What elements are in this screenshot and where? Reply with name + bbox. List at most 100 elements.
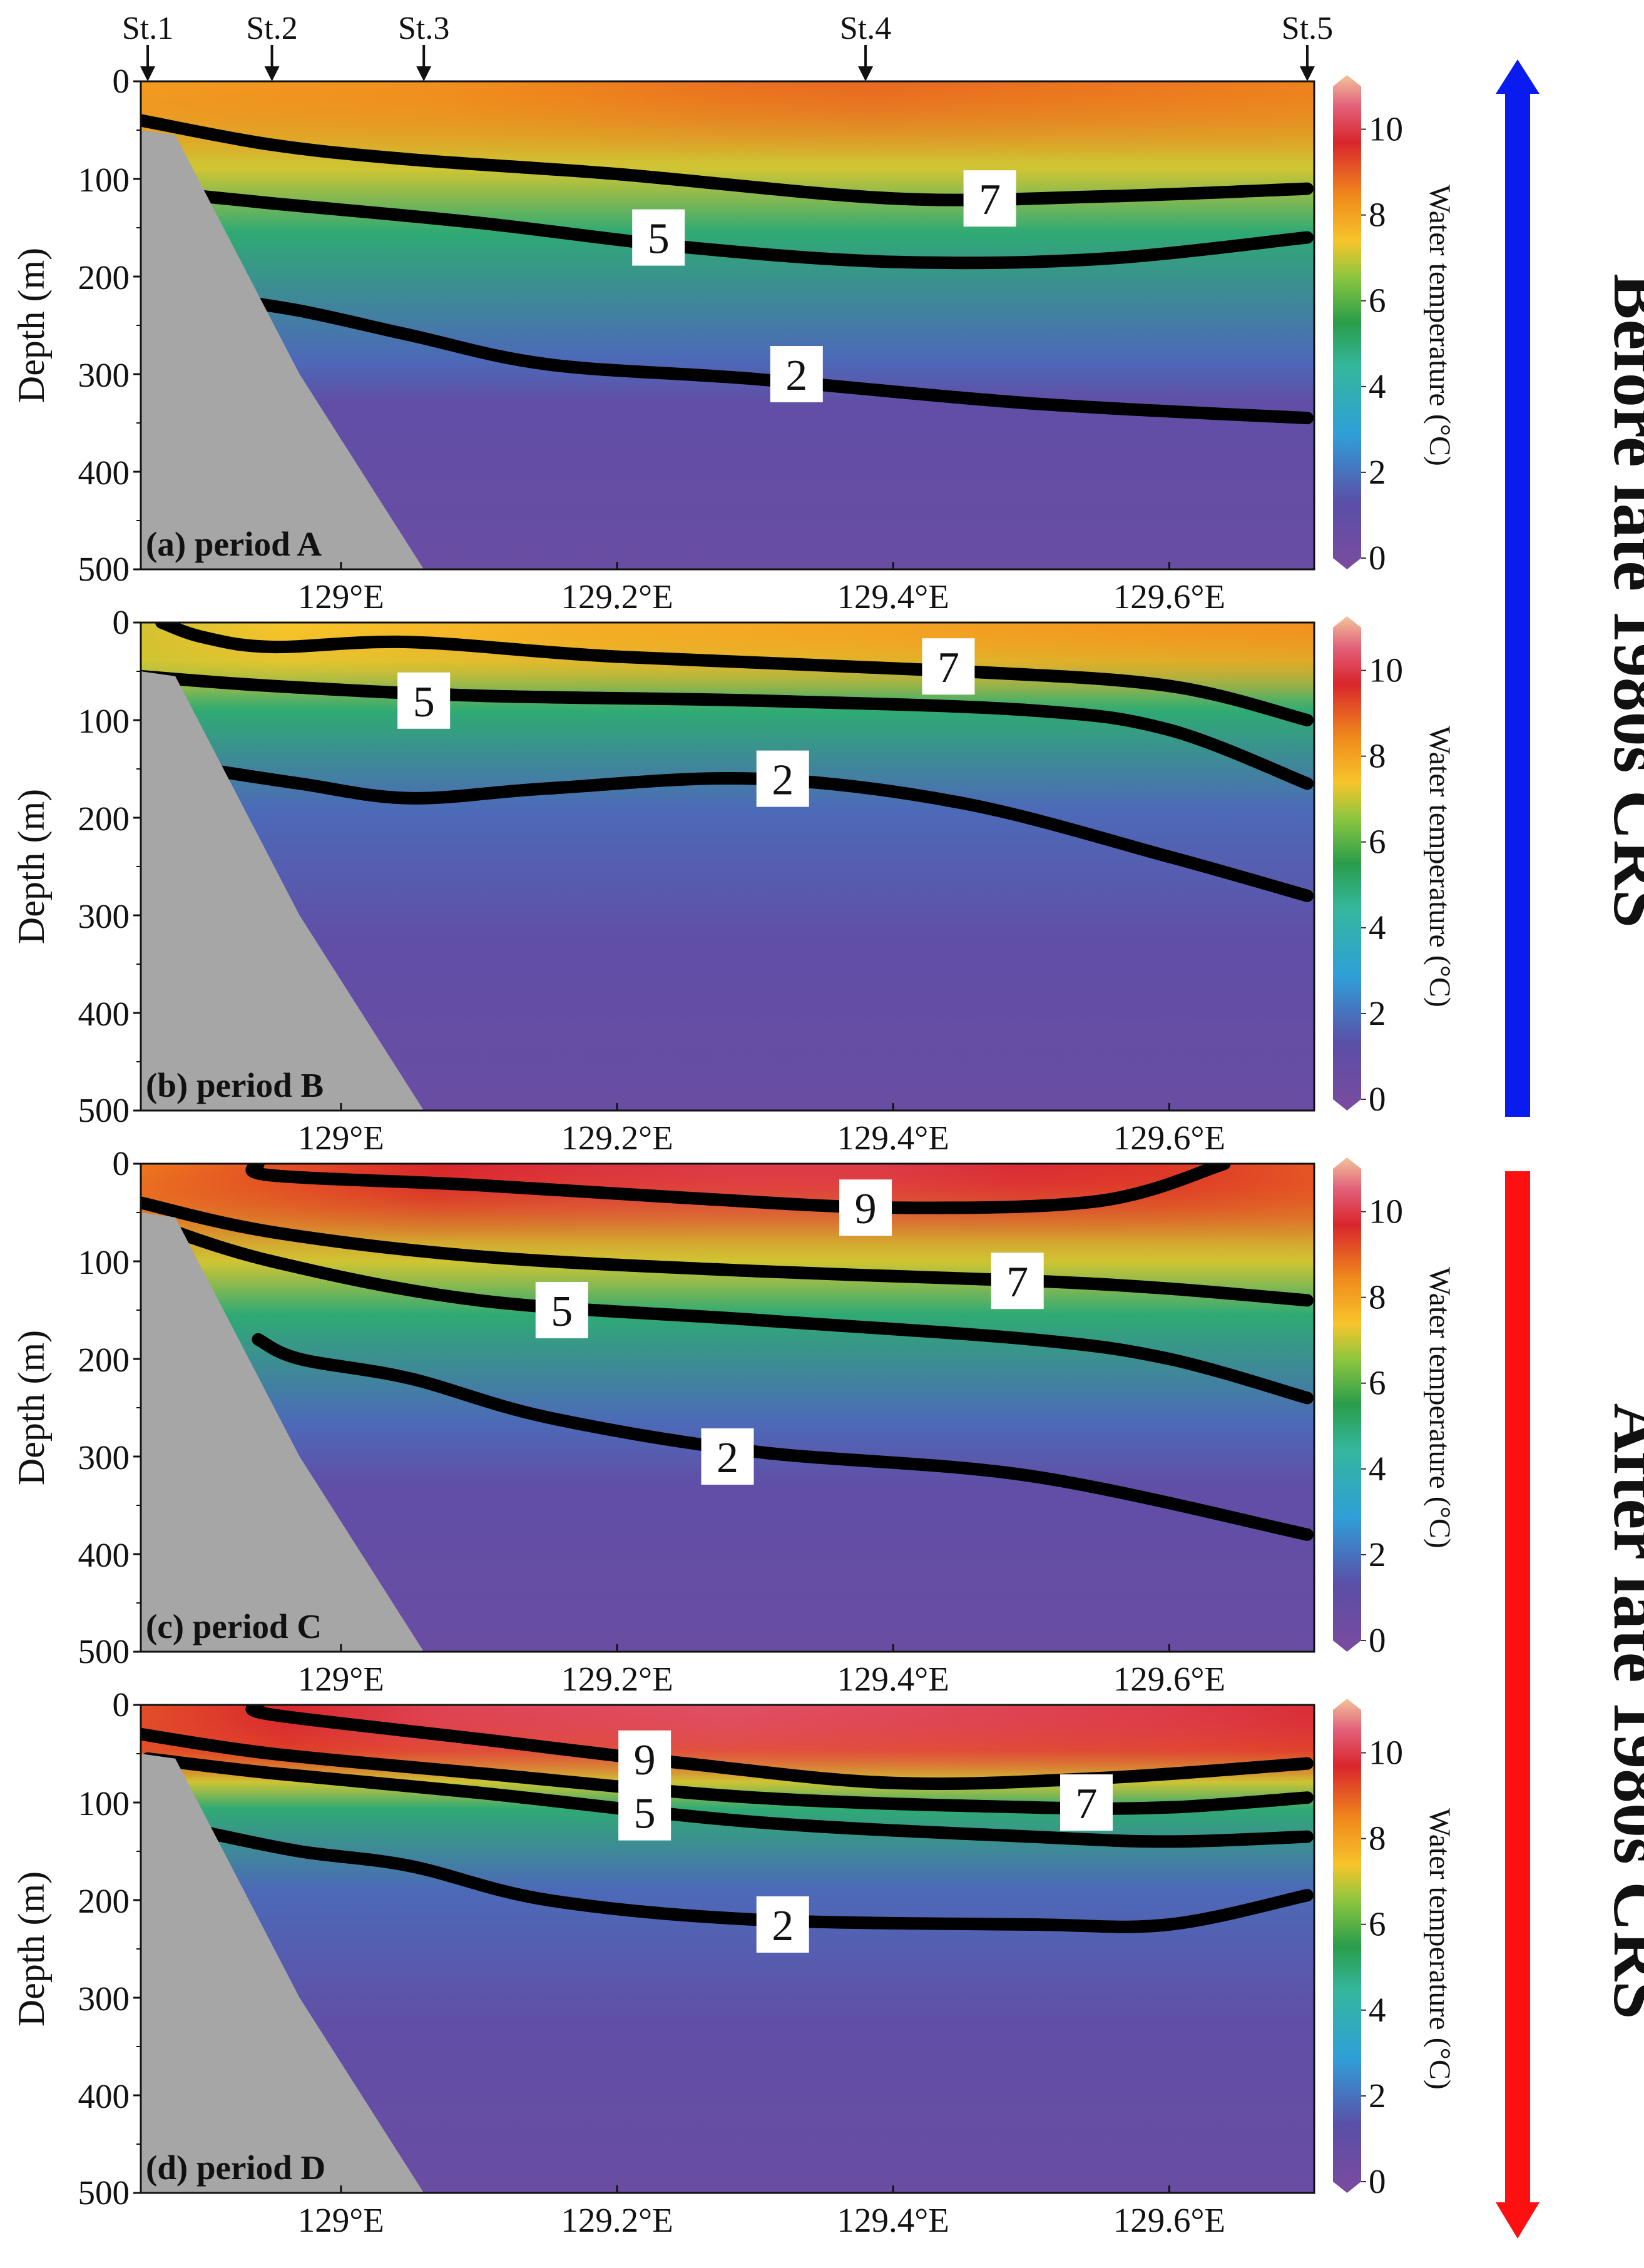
contour-label-text: 7 — [979, 176, 1001, 224]
x-tick-label: 129°E — [298, 1119, 384, 1157]
colorbar-tick-label: 2 — [1369, 994, 1386, 1032]
contour-label-7: 7 — [963, 170, 1016, 227]
x-tick-label: 129.2°E — [561, 1660, 673, 1698]
y-tick-label: 400 — [78, 454, 130, 492]
colorbar-scale — [1333, 616, 1361, 1111]
y-tick-label: 500 — [78, 2174, 130, 2212]
contour-label-text: 7 — [1006, 1258, 1028, 1306]
contour-label-5: 5 — [397, 672, 451, 729]
station-label: St.1 — [122, 11, 173, 46]
contour-label-text: 5 — [551, 1288, 573, 1336]
contour-label-7: 7 — [1060, 1774, 1113, 1831]
colorbar-tick-label: 0 — [1369, 1080, 1386, 1118]
x-tick-label: 129.4°E — [837, 1119, 949, 1157]
panel-label: (d) period D — [146, 2148, 325, 2187]
contour-label-text: 7 — [1076, 1780, 1098, 1828]
contour-label-7: 7 — [922, 638, 975, 695]
colorbar-tick-label: 4 — [1369, 1450, 1386, 1488]
station-marker: St.3 — [398, 11, 449, 81]
colorbar: 0 2 4 6 8 10 Water temperature (°C) — [1333, 1157, 1456, 1659]
y-tick-label: 0 — [113, 1686, 130, 1724]
contour-line-7 — [141, 114, 1314, 206]
contour-line-9 — [245, 1164, 1231, 1214]
contour-label-2: 2 — [701, 1428, 754, 1485]
era-label-before: Before late 1980s CRS — [1600, 273, 1644, 928]
y-tick-label: 100 — [78, 1243, 130, 1281]
x-tick-label: 129.6°E — [1113, 2201, 1225, 2239]
panel-label: (b) period B — [146, 1066, 324, 1104]
contour-line-5 — [141, 1752, 1314, 1848]
y-tick-label: 100 — [78, 702, 130, 740]
y-tick-label: 0 — [113, 1144, 130, 1182]
contour-label-text: 9 — [855, 1185, 877, 1233]
era-label-after: After late 1980s CRS — [1600, 1403, 1644, 2020]
colorbar-tick-label: 8 — [1369, 1819, 1386, 1858]
contour-line-2 — [197, 290, 1314, 425]
x-tick-label: 129.6°E — [1113, 1660, 1225, 1698]
colorbar-title: Water temperature (°C) — [1423, 1808, 1456, 2090]
colorbar-tick-label: 0 — [1369, 2162, 1386, 2200]
contour-label-text: 9 — [634, 1736, 656, 1784]
x-tick-label: 129°E — [298, 1660, 384, 1698]
station-label: St.4 — [840, 11, 891, 46]
y-tick-label: 100 — [78, 1784, 130, 1823]
contour-line-5 — [169, 187, 1314, 270]
x-tick-label: 129.2°E — [561, 577, 673, 616]
panel-label: (a) period A — [146, 525, 322, 563]
x-tick-label: 129.6°E — [1113, 577, 1225, 616]
y-tick-label: 400 — [78, 995, 130, 1033]
x-tick-label: 129.4°E — [837, 1660, 949, 1698]
y-tick-label: 0 — [113, 603, 130, 641]
contour-line-2 — [197, 763, 1314, 902]
era-arrow-after — [1496, 1171, 1539, 2239]
y-tick-label: 200 — [78, 1882, 130, 1920]
contour-label-2: 2 — [756, 1896, 809, 1953]
y-tick-label: 500 — [78, 550, 130, 588]
seabed-topography — [141, 1213, 424, 1652]
station-marker: St.4 — [840, 11, 891, 81]
colorbar-tick-label: 8 — [1369, 737, 1386, 775]
y-tick-label: 100 — [78, 161, 130, 199]
y-tick-label: 400 — [78, 1536, 130, 1574]
y-tick-label: 500 — [78, 1091, 130, 1129]
station-label: St.2 — [246, 11, 297, 46]
contour-line-7 — [155, 623, 1314, 726]
contour-label-text: 5 — [634, 1790, 656, 1838]
colorbar-tick-label: 4 — [1369, 1991, 1386, 2029]
station-markers: St.1 St.2 St.3 St.4 St.5 — [122, 11, 1333, 81]
y-tick-label: 200 — [78, 258, 130, 297]
colorbar-scale — [1333, 1699, 1361, 2193]
contour-label-text: 5 — [648, 215, 670, 263]
y-tick-label: 0 — [113, 62, 130, 100]
colorbar-tick-label: 0 — [1369, 1621, 1386, 1659]
colorbar-title: Water temperature (°C) — [1423, 1267, 1456, 1548]
y-axis-title: Depth (m) — [11, 1330, 52, 1485]
x-tick-label: 129.2°E — [561, 2201, 673, 2239]
x-tick-label: 129°E — [298, 2201, 384, 2239]
colorbar-tick-label: 8 — [1369, 196, 1386, 234]
colorbar: 0 2 4 6 8 10 Water temperature (°C) — [1333, 75, 1456, 577]
contour-label-5: 5 — [535, 1282, 588, 1338]
x-tick-label: 129.4°E — [837, 577, 949, 616]
colorbar-tick-label: 0 — [1369, 539, 1386, 577]
colorbar-tick-label: 2 — [1369, 1535, 1386, 1574]
station-marker: St.2 — [246, 11, 298, 81]
contour-line-7 — [141, 1727, 1314, 1815]
contour-label-2: 2 — [756, 750, 809, 807]
colorbar-scale — [1333, 75, 1361, 569]
y-tick-label: 300 — [78, 356, 130, 394]
y-axis-title: Depth (m) — [11, 248, 52, 403]
colorbar: 0 2 4 6 8 10 Water temperature (°C) — [1333, 1699, 1456, 2200]
y-tick-label: 300 — [78, 1980, 130, 2018]
station-marker: St.1 — [122, 11, 173, 81]
colorbar-tick-label: 10 — [1369, 1734, 1403, 1772]
y-tick-label: 500 — [78, 1632, 130, 1670]
colorbar-tick-label: 6 — [1369, 1364, 1386, 1402]
colorbar-tick-label: 8 — [1369, 1278, 1386, 1316]
contour-label-7: 7 — [991, 1253, 1044, 1309]
contour-label-text: 2 — [772, 756, 794, 805]
